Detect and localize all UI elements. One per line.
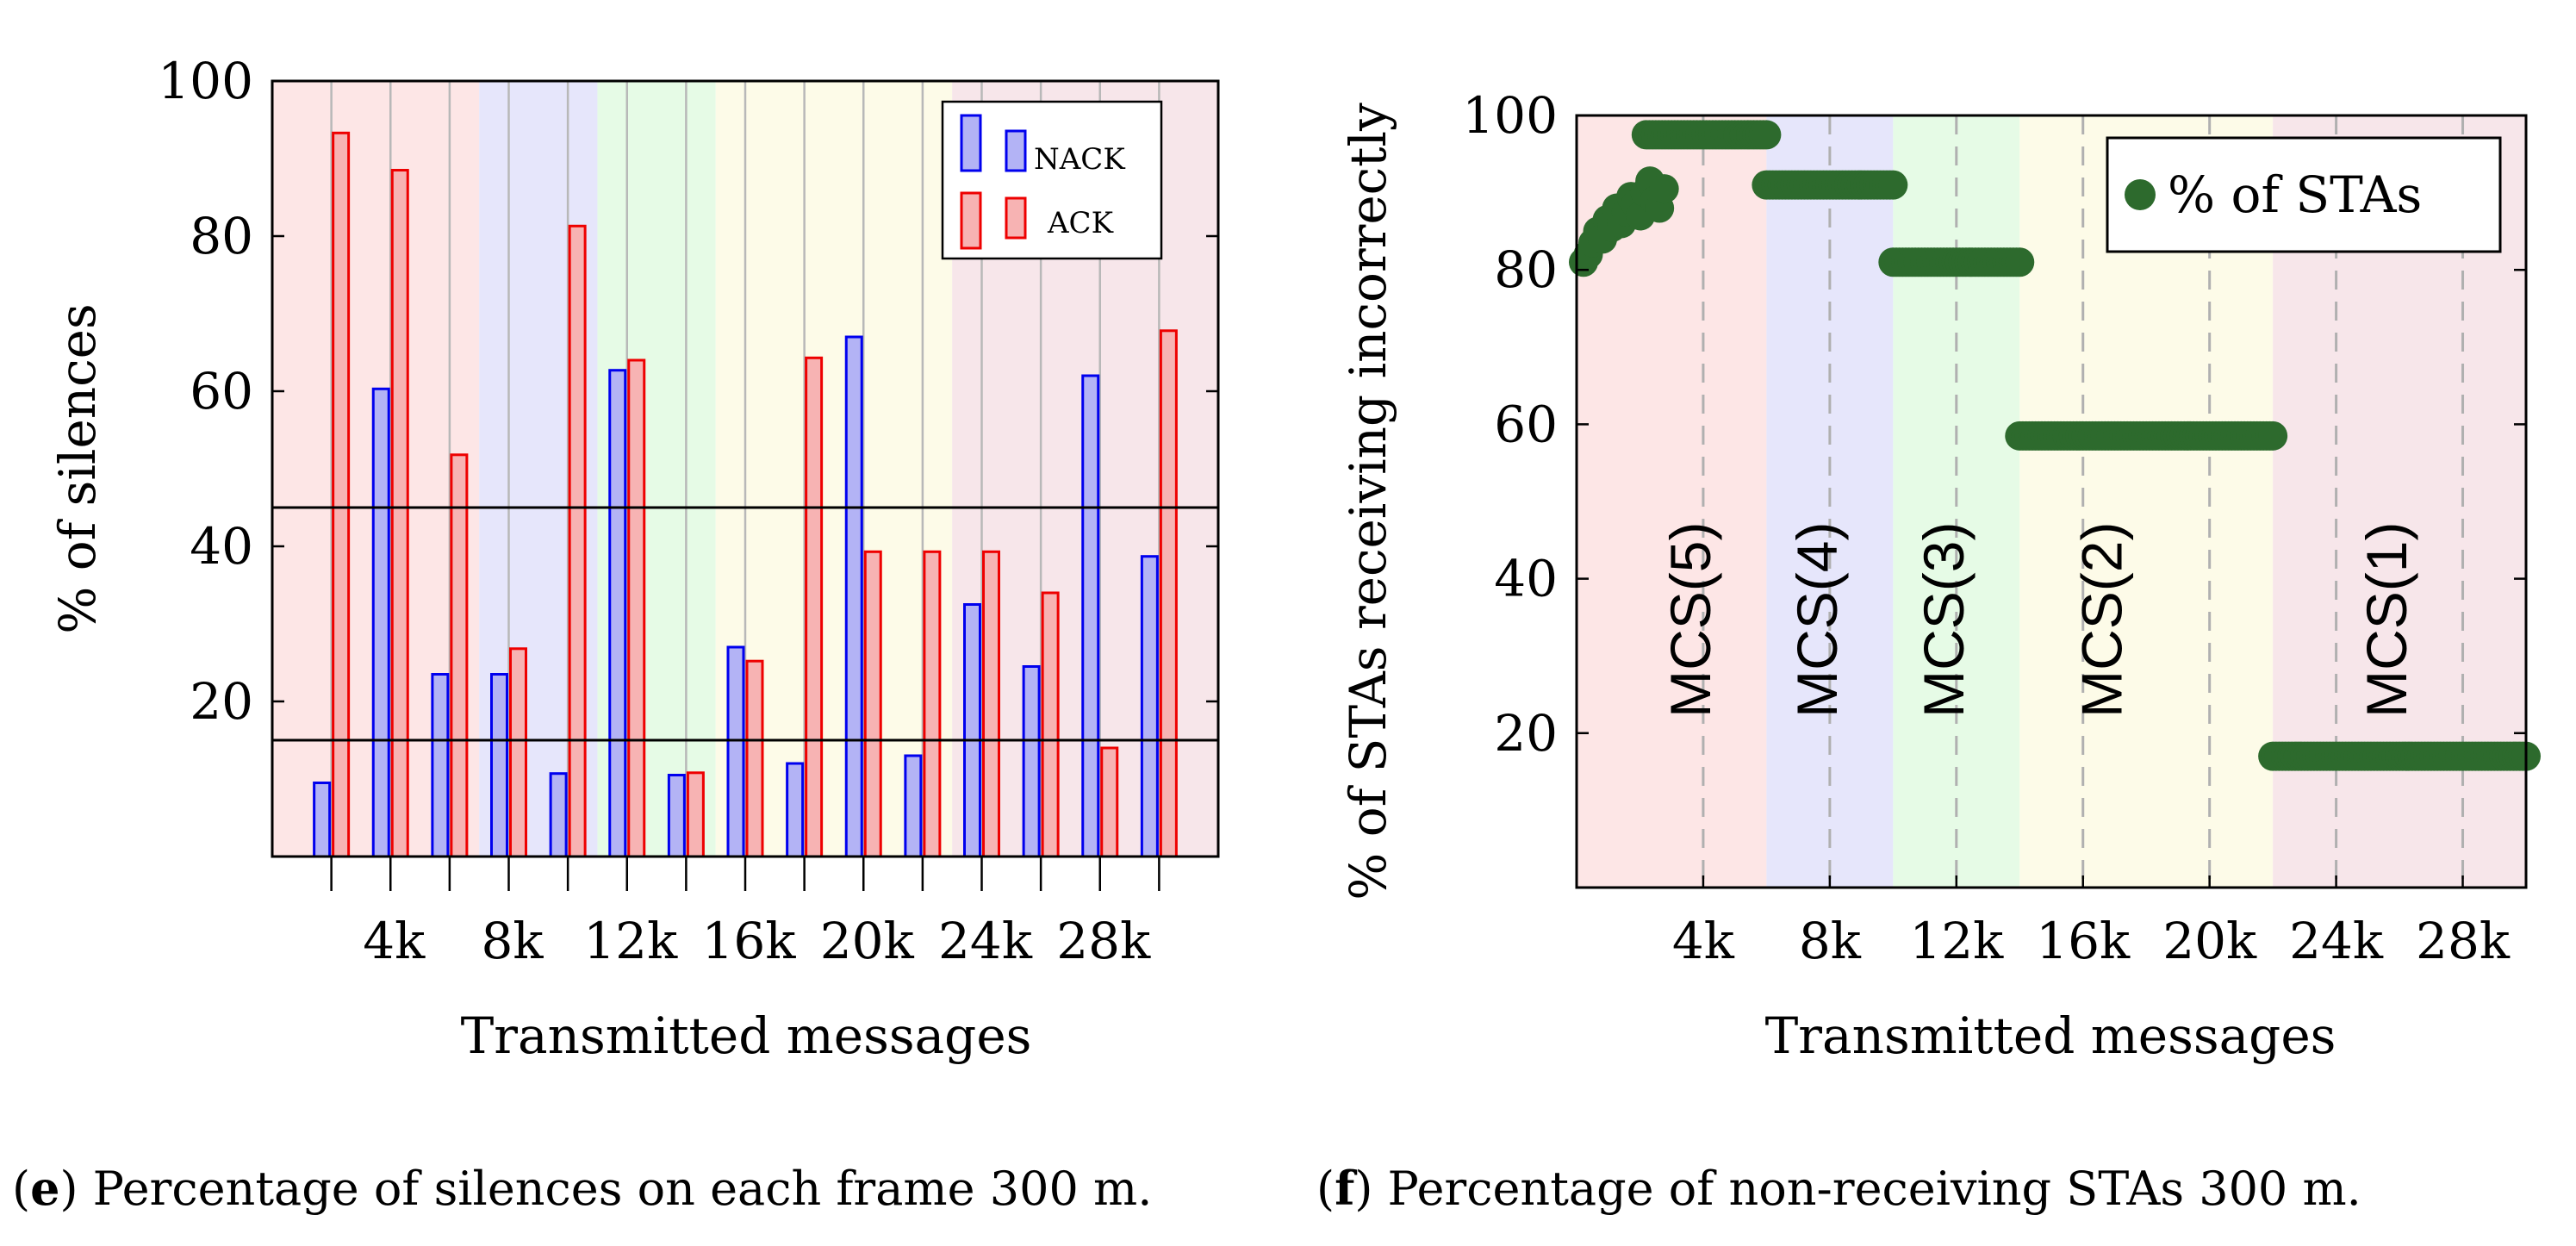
mcs-label-2: MCS(3) bbox=[1912, 522, 1976, 718]
stas-legend: % of STAs bbox=[2106, 136, 2502, 253]
stas-x-tick-label-6: 28k bbox=[2416, 912, 2511, 970]
stas-x-tick-label-3: 16k bbox=[2036, 912, 2131, 970]
ack-bar-9 bbox=[863, 550, 882, 858]
stas-legend-label: % of STAs bbox=[2168, 165, 2422, 224]
legend-ack-swatch-b bbox=[1005, 196, 1027, 240]
caption-f: (f) Percentage of non-receiving STAs 300… bbox=[1316, 1161, 2361, 1216]
legend-nack-label: NACK bbox=[1034, 142, 1125, 177]
stas-y-tick-label-4: 100 bbox=[1462, 86, 1558, 145]
sta-point-3-80 bbox=[2258, 421, 2288, 451]
stas-band-labels: MCS(5) MCS(4) MCS(3) MCS(2) MCS(1) bbox=[1658, 522, 2418, 718]
stas-points bbox=[1569, 120, 2541, 771]
stas-y-ticks: 20 40 60 80 100 bbox=[1462, 86, 2526, 763]
nack-bar-1 bbox=[371, 387, 390, 858]
caption-e: (e) Percentage of silences on each frame… bbox=[12, 1161, 1152, 1216]
legend-nack-swatch-b bbox=[1005, 129, 1027, 172]
silences-x-axis-label: Transmitted messages bbox=[461, 1006, 1032, 1065]
nack-bar-4 bbox=[549, 772, 568, 858]
mcs-label-4: MCS(1) bbox=[2355, 522, 2418, 718]
nack-bar-5 bbox=[608, 369, 627, 858]
silences-y-tick-label-0: 20 bbox=[190, 672, 253, 731]
stas-x-tick-label-5: 24k bbox=[2289, 912, 2384, 970]
silences-y-tick-label-2: 60 bbox=[190, 362, 253, 421]
stas-legend-marker bbox=[2125, 179, 2156, 210]
stas-x-tick-label-0: 4k bbox=[1672, 912, 1735, 970]
legend-ack-swatch-a bbox=[960, 191, 982, 250]
stas-y-tick-label-2: 60 bbox=[1494, 395, 1558, 453]
caption-e-letter: e bbox=[30, 1161, 59, 1216]
stas-x-tick-label-4: 20k bbox=[2162, 912, 2257, 970]
stas-y-tick-label-3: 80 bbox=[1494, 240, 1558, 299]
nack-bar-2 bbox=[431, 673, 450, 858]
legend-ack-label: ACK bbox=[1047, 206, 1114, 240]
nack-bar-10 bbox=[904, 754, 923, 858]
ack-bar-4 bbox=[568, 224, 587, 858]
ack-bar-13 bbox=[1100, 746, 1119, 858]
ack-bar-8 bbox=[805, 356, 824, 858]
stas-plot-frame bbox=[1575, 114, 2528, 889]
ack-bar-5 bbox=[627, 358, 646, 858]
caption-f-text: ) Percentage of non-receiving STAs 300 m… bbox=[1354, 1162, 2361, 1216]
nack-bar-9 bbox=[844, 335, 863, 858]
nack-bar-0 bbox=[313, 782, 332, 858]
stas-y-tick-label-1: 40 bbox=[1494, 550, 1558, 608]
legend-nack-swatch-a bbox=[960, 114, 982, 172]
silences-x-tick-label-4: 20k bbox=[820, 912, 915, 970]
ack-bar-0 bbox=[332, 131, 351, 858]
ack-bar-1 bbox=[390, 169, 409, 858]
ack-bar-14 bbox=[1159, 329, 1178, 858]
silences-x-tick-label-1: 8k bbox=[481, 912, 544, 970]
nack-bar-11 bbox=[963, 603, 981, 858]
stas-x-ticks: 4k 8k 12k 16k 20k 24k 28k bbox=[1672, 875, 2511, 970]
nack-bar-8 bbox=[786, 762, 805, 858]
ack-bar-7 bbox=[745, 659, 764, 858]
silences-x-tick-label-6: 28k bbox=[1056, 912, 1151, 970]
stas-chart: MCS(5) MCS(4) MCS(3) MCS(2) MCS(1) 20 40 60 80 1… bbox=[1339, 86, 2541, 1065]
stas-x-tick-label-2: 12k bbox=[1909, 912, 2004, 970]
silences-y-tick-label-3: 80 bbox=[190, 207, 253, 265]
nack-bar-13 bbox=[1081, 374, 1100, 858]
ack-bar-2 bbox=[450, 453, 469, 858]
nack-bar-12 bbox=[1022, 665, 1041, 858]
silences-y-tick-label-1: 40 bbox=[190, 517, 253, 576]
silences-chart: 20 40 60 80 100 4k 8k 12k 16k 20k 24k 28k % of sil… bbox=[48, 52, 1220, 1065]
mcs-label-3: MCS(2) bbox=[2069, 522, 2133, 718]
silences-legend: NACK ACK bbox=[941, 100, 1163, 260]
nack-bar-3 bbox=[490, 673, 508, 858]
ack-bar-6 bbox=[686, 771, 705, 858]
ack-bar-11 bbox=[982, 550, 1000, 858]
stas-x-axis-label: Transmitted messages bbox=[1765, 1006, 2336, 1065]
caption-f-letter: f bbox=[1335, 1161, 1358, 1216]
nack-bar-6 bbox=[667, 774, 686, 858]
silences-x-tick-label-0: 4k bbox=[363, 912, 426, 970]
stas-legend-box bbox=[2106, 136, 2502, 253]
ack-bar-10 bbox=[923, 550, 942, 858]
sta-point-2-40 bbox=[2005, 247, 2035, 277]
ack-bar-3 bbox=[509, 647, 527, 858]
silences-reference-lines bbox=[272, 506, 1218, 742]
sta-point-0-38 bbox=[1752, 120, 1782, 150]
caption-e-text: ) Percentage of silences on each frame 3… bbox=[59, 1162, 1152, 1216]
silences-y-axis-label: % of silences bbox=[48, 303, 107, 634]
stas-x-tick-label-1: 8k bbox=[1799, 912, 1862, 970]
silences-x-tick-label-3: 16k bbox=[702, 912, 797, 970]
nack-bar-7 bbox=[726, 645, 745, 858]
sta-point-early-17 bbox=[1649, 174, 1679, 204]
silences-y-ticks: 20 40 60 80 100 bbox=[158, 52, 1218, 731]
silences-x-ticks: 4k 8k 12k 16k 20k 24k 28k bbox=[330, 857, 1160, 970]
stas-y-axis-label: % of STAs receiving incorrectly bbox=[1339, 103, 1397, 900]
silences-x-tick-label-2: 12k bbox=[583, 912, 678, 970]
ack-bar-12 bbox=[1041, 591, 1060, 858]
mcs-label-1: MCS(4) bbox=[1785, 522, 1849, 718]
nack-bar-14 bbox=[1140, 555, 1159, 858]
sta-point-1-40 bbox=[1878, 170, 1908, 200]
silences-x-tick-label-5: 24k bbox=[938, 912, 1033, 970]
silences-y-tick-label-4: 100 bbox=[158, 52, 253, 110]
stas-y-tick-label-0: 20 bbox=[1494, 704, 1558, 763]
mcs-label-0: MCS(5) bbox=[1658, 522, 1722, 718]
